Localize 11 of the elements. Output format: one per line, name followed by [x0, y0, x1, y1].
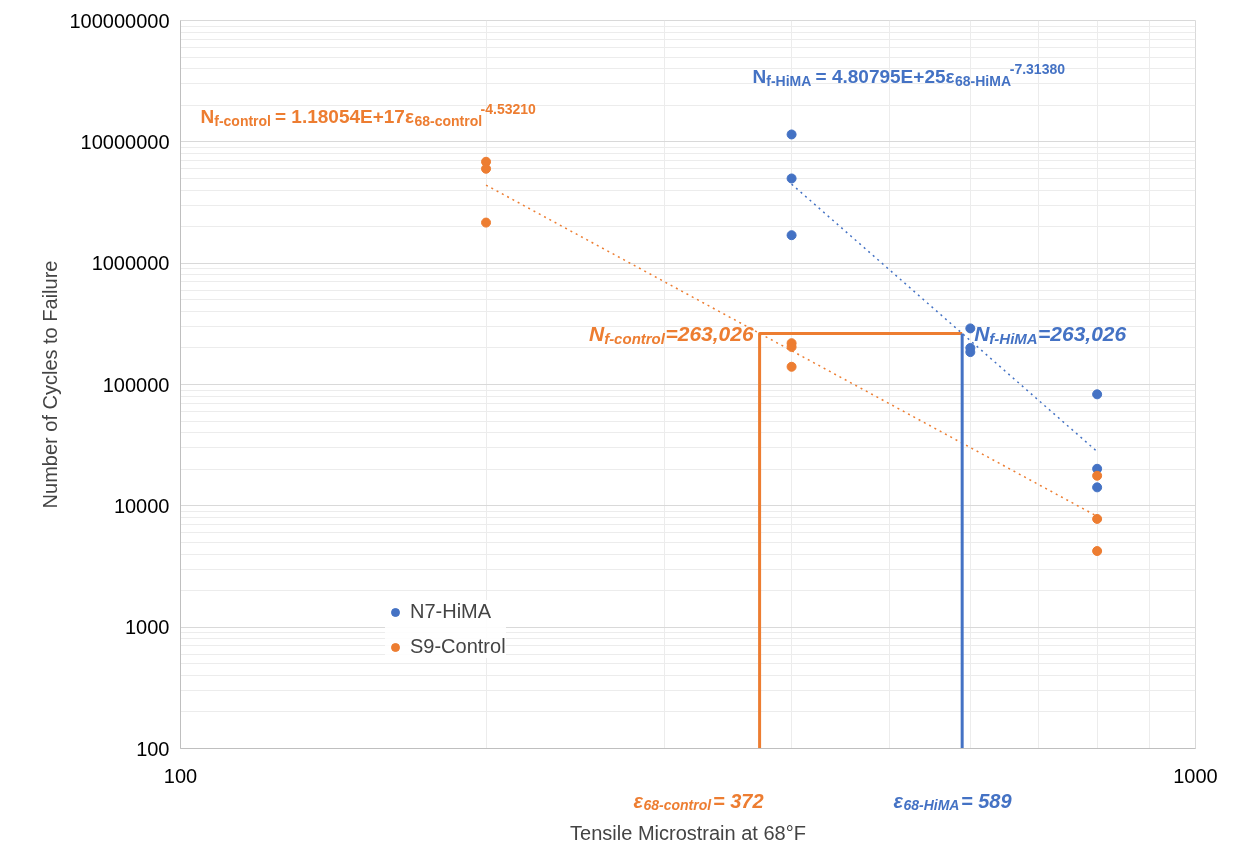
y-tick-label: 1000	[125, 616, 170, 639]
y-tick-label: 100	[136, 737, 170, 760]
y-tick-label: 10000000	[80, 130, 170, 153]
x-axis-title: Tensile Microstrain at 68°F	[570, 821, 806, 844]
y-tick-label: 1000000	[91, 252, 170, 275]
y-axis-title: Number of Cycles to Failure	[39, 260, 62, 509]
y-tick-label: 10000	[113, 494, 170, 517]
legend-label: N7-HiMA	[410, 600, 492, 623]
y-tick-label: 100000	[102, 373, 170, 396]
y-tick-label: 100000000	[69, 9, 170, 32]
legend-label: S9-Control	[410, 635, 506, 658]
